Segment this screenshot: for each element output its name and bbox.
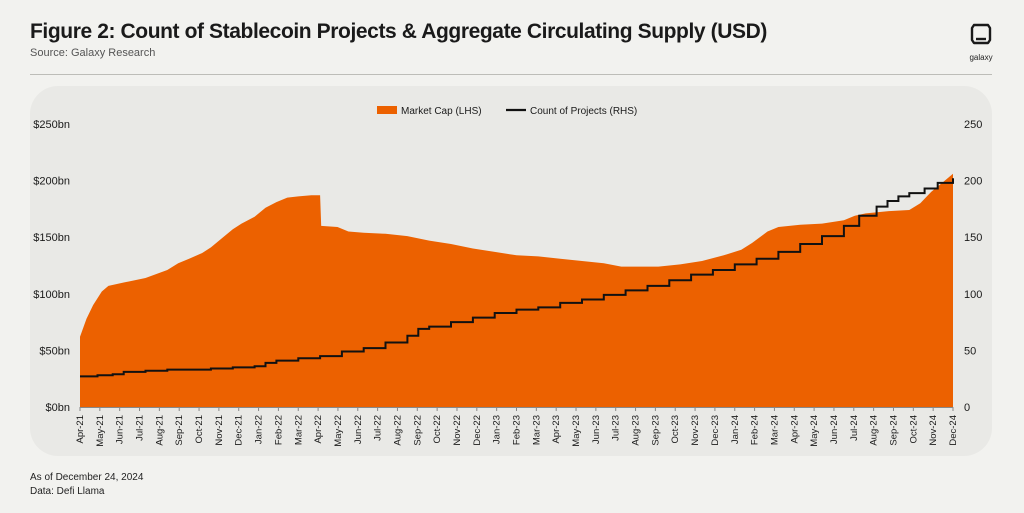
y-left-tick-label: $100bn — [33, 289, 70, 301]
x-tick-label: Jun-21 — [115, 415, 126, 444]
galaxy-logo: galaxy — [964, 22, 998, 62]
x-tick-label: Jul-21 — [135, 415, 146, 441]
x-tick-label: Aug-24 — [869, 415, 880, 446]
x-tick-label: Jan-23 — [492, 415, 503, 444]
x-tick-label: Sep-23 — [650, 415, 661, 446]
legend-label-project-count: Count of Projects (RHS) — [530, 106, 637, 117]
legend-label-market-cap: Market Cap (LHS) — [401, 106, 482, 117]
x-tick-label: Oct-24 — [908, 415, 919, 444]
y-right-tick-label: 250 — [964, 119, 982, 131]
legend-swatch-market-cap — [377, 106, 397, 114]
header-divider — [30, 74, 992, 75]
x-tick-label: Sep-22 — [412, 415, 423, 446]
source-note: Source: Galaxy Research — [30, 47, 156, 59]
y-left-tick-label: $150bn — [33, 232, 70, 244]
data-source-note: Data: Defi Llama — [30, 486, 105, 497]
x-tick-label: Dec-22 — [472, 415, 483, 446]
x-tick-label: Sep-21 — [174, 415, 185, 446]
x-tick-label: Apr-21 — [75, 415, 86, 444]
y-right-tick-label: 0 — [964, 402, 970, 414]
x-tick-label: Apr-23 — [551, 415, 562, 444]
market-cap-area — [80, 173, 953, 407]
x-tick-label: Sep-24 — [888, 415, 899, 446]
stablecoin-chart: $0bn $50bn $100bn $150bn $200bn $250bn 0 50 100… — [33, 106, 982, 447]
x-tick-label: Mar-24 — [769, 415, 780, 445]
legend: Market Cap (LHS) Count of Projects (RHS) — [377, 106, 637, 117]
y-right-tick-label: 50 — [964, 345, 976, 357]
project-count-line — [80, 178, 954, 378]
y-left-tick-label: $200bn — [33, 176, 70, 188]
x-tick-label: Jun-24 — [829, 415, 840, 444]
x-tick-label: May-23 — [571, 415, 582, 447]
x-tick-label: May-24 — [809, 415, 820, 447]
x-tick-label: Dec-24 — [948, 415, 959, 446]
galaxy-logo-icon — [970, 23, 992, 45]
x-tick-label: Aug-23 — [631, 415, 642, 446]
x-tick-label: Feb-22 — [273, 415, 284, 445]
x-tick-label: Nov-22 — [452, 415, 463, 446]
x-tick-label: Jun-22 — [353, 415, 364, 444]
x-tick-label: May-22 — [333, 415, 344, 447]
x-tick-label: Dec-21 — [234, 415, 245, 446]
x-tick-label: Nov-21 — [214, 415, 225, 446]
x-tick-label: Oct-22 — [432, 415, 443, 444]
x-tick-label: Nov-23 — [690, 415, 701, 446]
x-tick-label: Jun-23 — [591, 415, 602, 444]
x-tick-label: May-21 — [95, 415, 106, 447]
x-tick-label: Feb-23 — [512, 415, 523, 445]
y-right-tick-label: 150 — [964, 232, 982, 244]
x-tick-label: Dec-23 — [710, 415, 721, 446]
x-tick-label: Jul-24 — [849, 415, 860, 441]
x-tick-label: Jul-22 — [373, 415, 384, 441]
x-tick-label: Feb-24 — [750, 415, 761, 445]
x-tick-label: Mar-23 — [531, 415, 542, 445]
x-tick-label: Aug-21 — [154, 415, 165, 446]
x-tick-label: Oct-23 — [670, 415, 681, 444]
x-tick-label: Jan-22 — [254, 415, 265, 444]
x-tick-label: Jan-24 — [730, 415, 741, 444]
chart-title: Figure 2: Count of Stablecoin Projects &… — [30, 20, 767, 43]
x-tick-label: Apr-22 — [313, 415, 324, 444]
x-tick-label: Aug-22 — [392, 415, 403, 446]
y-left-tick-label: $0bn — [46, 402, 70, 414]
as-of-note: As of December 24, 2024 — [30, 472, 144, 483]
y-right-tick-label: 200 — [964, 176, 982, 188]
x-tick-label: Jul-23 — [611, 415, 622, 441]
logo-wordmark: galaxy — [969, 53, 993, 62]
x-tick-label: Oct-21 — [194, 415, 205, 444]
x-tick-label: Apr-24 — [789, 415, 800, 444]
x-tick-label: Nov-24 — [928, 415, 939, 446]
y-right-tick-label: 100 — [964, 289, 982, 301]
y-left-tick-label: $50bn — [39, 345, 70, 357]
x-tick-label: Mar-22 — [293, 415, 304, 445]
y-left-tick-label: $250bn — [33, 119, 70, 131]
